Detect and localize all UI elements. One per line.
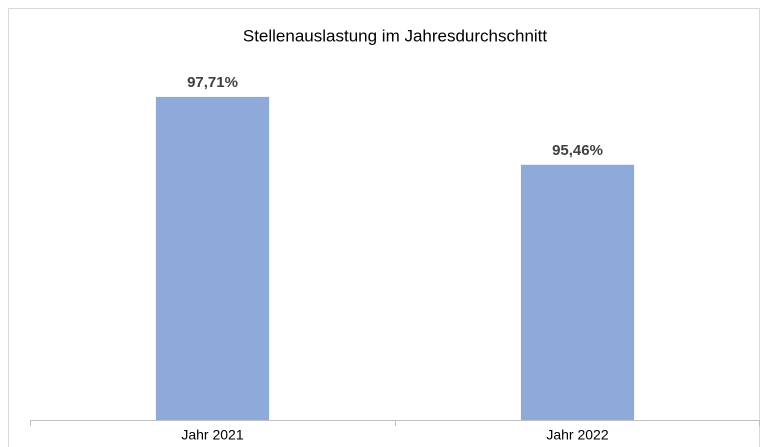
chart-title: Stellenauslastung im Jahresdurchschnitt bbox=[243, 26, 548, 45]
bar bbox=[520, 164, 635, 420]
x-tick-label: Jahr 2021 bbox=[181, 427, 243, 443]
data-label: 95,46% bbox=[552, 142, 603, 159]
x-tick-label: Jahr 2022 bbox=[546, 427, 608, 443]
chart-border bbox=[8, 8, 760, 447]
data-label: 97,71% bbox=[187, 74, 238, 91]
bar bbox=[155, 96, 270, 420]
